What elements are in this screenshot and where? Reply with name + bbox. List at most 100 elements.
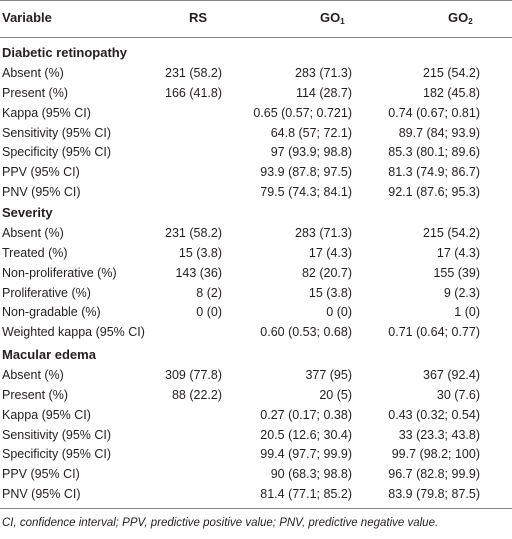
cell-go1: 20.5 (12.6; 30.4)	[260, 427, 352, 442]
row-label: PNV (95% CI)	[2, 185, 81, 200]
table-row: PNV (95% CI) 79.5 (74.3; 84.1) 92.1 (87.6;…	[0, 182, 512, 202]
cell-go2: 99.7 (98.2; 100)	[391, 447, 480, 462]
cell-go1: 0.27 (0.17; 0.38)	[260, 407, 352, 422]
table-row: Absent (%) 231 (58.2) 283 (71.3) 215 (54.2)	[0, 63, 512, 83]
row-label: Treated (%)	[2, 245, 68, 260]
row-label: Specificity (95% CI)	[2, 145, 112, 160]
table-row: Kappa (95% CI) 0.27 (0.17; 0.38) 0.43 (0.3…	[0, 405, 512, 425]
row-label: Sensitivity (95% CI)	[2, 427, 112, 442]
cell-go2: 89.7 (84; 93.9)	[398, 125, 480, 140]
cell-go1: 81.4 (77.1; 85.2)	[260, 487, 352, 502]
cell-rs: 88 (22.2)	[171, 387, 222, 402]
table-row: Non-proliferative (%) 143 (36) 82 (20.7) 15…	[0, 263, 512, 283]
table-row: PNV (95% CI) 81.4 (77.1; 85.2) 83.9 (79.8;…	[0, 484, 512, 504]
table-row: Sensitivity (95% CI) 20.5 (12.6; 30.4) 33 …	[0, 425, 512, 445]
cell-go2: 9 (2.3)	[443, 285, 480, 300]
cell-rs: 0 (0)	[196, 305, 222, 320]
cell-go2: 367 (92.4)	[423, 368, 480, 382]
cell-go1: 93.9 (87.8; 97.5)	[260, 165, 352, 180]
cell-rs: 143 (36)	[175, 265, 222, 280]
cell-go2: 0.74 (0.67; 0.81)	[388, 105, 480, 120]
section-title: Diabetic retinopathy	[2, 45, 127, 60]
row-label: Sensitivity (95% CI)	[2, 125, 112, 140]
cell-go1: 20 (5)	[319, 387, 352, 402]
row-label: Absent (%)	[2, 66, 64, 80]
cell-go1: 0.65 (0.57; 0.721)	[253, 105, 352, 120]
cell-go2: 83.9 (79.8; 87.5)	[388, 487, 480, 502]
cell-go2: 33 (23.3; 43.8)	[398, 427, 480, 442]
cell-go1: 377 (95)	[305, 368, 352, 382]
row-label: PPV (95% CI)	[2, 467, 80, 482]
row-label: Absent (%)	[2, 226, 64, 240]
cell-go2: 17 (4.3)	[436, 245, 480, 260]
cell-go1: 0 (0)	[326, 305, 352, 320]
table-row: Present (%) 166 (41.8) 114 (28.7) 182 (45.8…	[0, 83, 512, 103]
cell-go1: 0.60 (0.53; 0.68)	[260, 325, 352, 340]
header-row: Variable RS GO1 GO2	[0, 0, 512, 37]
row-label: Kappa (95% CI)	[2, 407, 91, 422]
row-label: PPV (95% CI)	[2, 165, 80, 180]
table-row: Weighted kappa (95% CI) 0.60 (0.53; 0.68)…	[0, 322, 512, 342]
row-label: PNV (95% CI)	[2, 487, 81, 502]
row-label: Present (%)	[2, 387, 68, 402]
cell-rs: 231 (58.2)	[165, 226, 222, 240]
table-row: Absent (%) 231 (58.2) 283 (71.3) 215 (54.2)	[0, 223, 512, 243]
cell-go1: 99.4 (97.7; 99.9)	[260, 447, 352, 462]
cell-go2: 155 (39)	[433, 265, 480, 280]
row-label: Specificity (95% CI)	[2, 447, 112, 462]
cell-go1: 283 (71.3)	[295, 66, 352, 80]
cell-go1: 82 (20.7)	[301, 265, 352, 280]
cell-go1: 17 (4.3)	[308, 245, 352, 260]
footnote: CI, confidence interval; PPV, predictive…	[2, 517, 439, 529]
cell-go2: 81.3 (74.9; 86.7)	[388, 165, 480, 180]
cell-rs: 309 (77.8)	[165, 368, 222, 382]
cell-go1: 15 (3.8)	[308, 285, 352, 300]
header-go2: GO2	[448, 10, 473, 26]
cell-go2: 96.7 (82.8; 99.9)	[388, 467, 480, 482]
cell-go1: 97 (93.9; 98.8)	[270, 145, 352, 160]
cell-go2: 215 (54.2)	[423, 226, 480, 240]
header-rs: RS	[189, 10, 208, 25]
cell-go2: 0.43 (0.32; 0.54)	[388, 407, 480, 422]
table-row: PPV (95% CI) 90 (68.3; 98.8) 96.7 (82.8; 9…	[0, 464, 512, 484]
cell-go2: 85.3 (80.1; 89.6)	[388, 145, 480, 160]
cell-go1: 114 (28.7)	[295, 85, 352, 100]
table-row: Absent (%) 309 (77.8) 377 (95) 367 (92.4)	[0, 365, 512, 385]
cell-go2: 30 (7.6)	[436, 387, 480, 402]
row-label: Non-gradable (%)	[2, 305, 101, 320]
table-row: Proliferative (%) 8 (2) 15 (3.8) 9 (2.3)	[0, 283, 512, 303]
bottom-rule	[0, 508, 512, 509]
row-label: Present (%)	[2, 85, 68, 100]
row-label: Weighted kappa (95% CI)	[2, 325, 145, 340]
cell-rs: 15 (3.8)	[178, 245, 222, 260]
row-label: Kappa (95% CI)	[2, 105, 91, 120]
cell-go1: 90 (68.3; 98.8)	[270, 467, 352, 482]
table-row: Specificity (95% CI) 97 (93.9; 98.8) 85.3 …	[0, 142, 512, 162]
header-rule	[0, 37, 512, 38]
cell-go2: 215 (54.2)	[423, 66, 480, 80]
cell-rs: 8 (2)	[196, 285, 222, 300]
row-label: Proliferative (%)	[2, 285, 91, 300]
cell-go2: 1 (0)	[454, 305, 480, 320]
row-label: Non-proliferative (%)	[2, 265, 117, 280]
cell-go2: 0.71 (0.64; 0.77)	[388, 325, 480, 340]
header-variable: Variable	[2, 10, 52, 25]
section-title: Macular edema	[2, 347, 96, 362]
table-row: Sensitivity (95% CI) 64.8 (57; 72.1) 89.7 …	[0, 123, 512, 143]
section-title: Severity	[2, 205, 53, 220]
table-row: Specificity (95% CI) 99.4 (97.7; 99.9) 99.…	[0, 444, 512, 464]
table-row: Treated (%) 15 (3.8) 17 (4.3) 17 (4.3)	[0, 243, 512, 263]
cell-go1: 64.8 (57; 72.1)	[270, 125, 352, 140]
cell-rs: 231 (58.2)	[165, 66, 222, 80]
cell-go1: 283 (71.3)	[295, 226, 352, 240]
table-row: Non-gradable (%) 0 (0) 0 (0) 1 (0)	[0, 302, 512, 322]
cell-go2: 182 (45.8)	[423, 85, 480, 100]
cell-go1: 79.5 (74.3; 84.1)	[260, 185, 352, 200]
header-go1: GO1	[320, 10, 345, 26]
cell-go2: 92.1 (87.6; 95.3)	[388, 185, 480, 200]
table-row: PPV (95% CI) 93.9 (87.8; 97.5) 81.3 (74.9;…	[0, 162, 512, 182]
cell-rs: 166 (41.8)	[165, 85, 222, 100]
row-label: Absent (%)	[2, 368, 64, 382]
table-row: Present (%) 88 (22.2) 20 (5) 30 (7.6)	[0, 385, 512, 405]
